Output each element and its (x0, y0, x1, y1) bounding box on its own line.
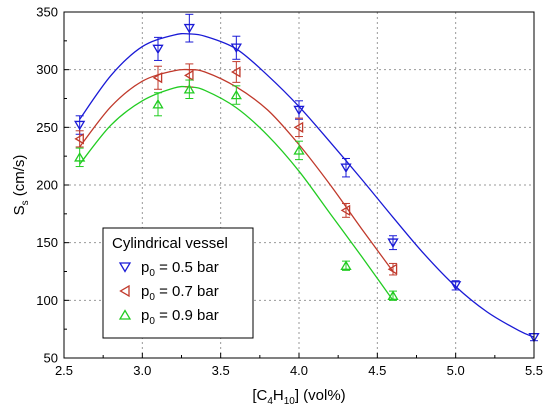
data-point (183, 83, 195, 94)
legend-box (102, 227, 254, 339)
data-point (231, 66, 241, 78)
data-point (183, 23, 195, 34)
y-tick-label: 150 (36, 235, 58, 250)
fit-curve-series-2 (79, 85, 394, 301)
y-tick-label: 300 (36, 62, 58, 77)
data-point (184, 69, 194, 82)
data-point (230, 43, 242, 54)
data-point (152, 72, 163, 84)
x-axis-title: [C4H10] (vol%) (252, 387, 345, 407)
data-point (340, 260, 352, 270)
data-point (340, 204, 351, 217)
data-point (293, 105, 305, 116)
legend-entry-label: p0 = 0.7 bar (141, 283, 219, 303)
data-point (340, 163, 352, 174)
legend-title: Cylindrical vessel (112, 235, 228, 252)
legend-entry-label: p0 = 0.5 bar (141, 259, 219, 279)
data-point (74, 151, 86, 162)
data-point (230, 89, 242, 100)
data-point (152, 98, 164, 109)
data-point (293, 145, 305, 155)
axis-ticks: 2.5 3.0 3.5 4.0 4.5 5.0 5.5 50 100 150 200 250 300 35… (36, 5, 543, 379)
legend: Cylindrical vessel p0 = 0.5 bar p0 = 0.7 … (102, 227, 254, 339)
legend-marker (118, 262, 132, 273)
y-tick-label: 250 (36, 120, 58, 135)
data-point (387, 263, 398, 275)
data-point (74, 120, 86, 131)
x-tick-label: 2.5 (55, 363, 73, 378)
y-tick-label: 100 (36, 293, 58, 308)
legend-marker (119, 284, 130, 298)
data-point (387, 238, 399, 248)
data-point (74, 133, 84, 145)
data-point (450, 281, 462, 291)
x-tick-label: 4.5 (368, 363, 386, 378)
x-tick-label: 4.0 (290, 363, 308, 378)
fit-curve-series-1 (79, 68, 394, 272)
data-point (387, 290, 399, 300)
x-tick-label: 5.5 (525, 363, 543, 378)
legend-entry-label: p0 = 0.9 bar (141, 307, 219, 327)
y-tick-label: 350 (36, 5, 58, 20)
y-tick-label: 200 (36, 178, 58, 193)
x-tick-label: 3.5 (212, 363, 230, 378)
data-point (293, 121, 304, 133)
x-tick-label: 5.0 (447, 363, 465, 378)
legend-marker (118, 309, 132, 320)
x-tick-label: 3.0 (133, 363, 151, 378)
y-tick-label: 50 (44, 351, 58, 366)
y-axis-title: Ss (cm/s) (11, 155, 31, 216)
data-point (152, 44, 164, 55)
